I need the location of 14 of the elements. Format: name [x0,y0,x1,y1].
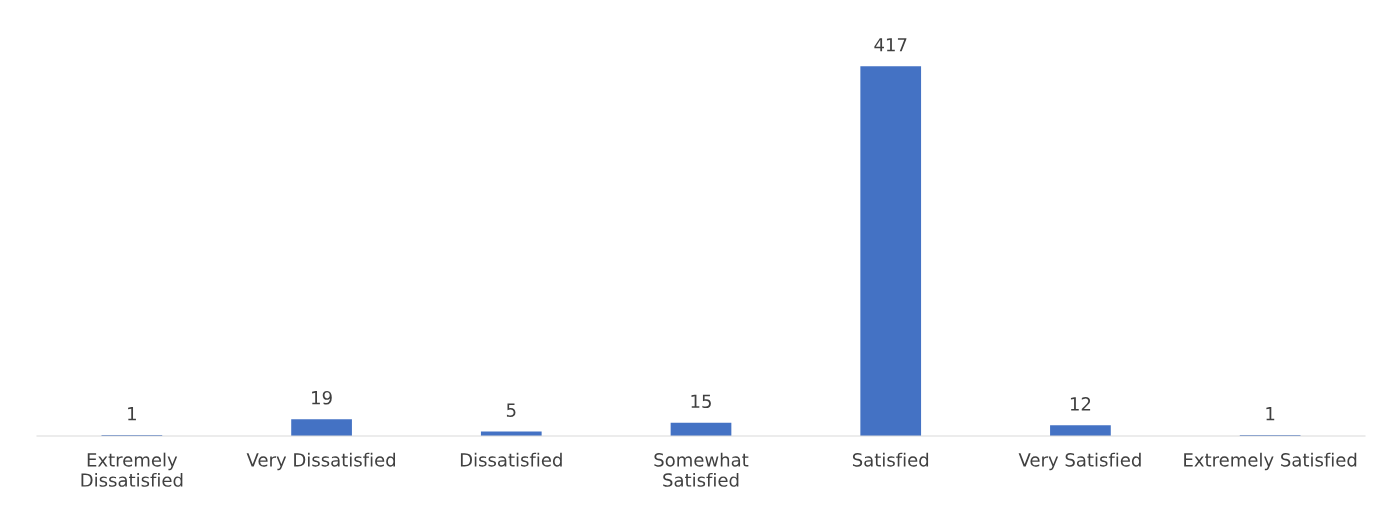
x-tick-label: Extremely Dissatisfied [81,452,183,487]
data-label: 12 [1070,397,1091,411]
data-label: 19 [312,390,332,405]
x-tick-label: Somewhat Satisfied [654,452,749,487]
x-tick-label: Very Dissatisfied [246,452,396,471]
x-tick-label: Dissatisfied [460,452,562,467]
x-tick-label: Extremely Satisfied [1184,452,1357,471]
data-label: 15 [691,394,711,409]
x-tick-label: Very Satisfied [1018,452,1141,471]
data-label: 1 [128,407,136,421]
data-label: 1 [1266,407,1275,421]
data-label: 5 [506,403,516,417]
data-label: 417 [874,38,907,52]
x-tick-label: Satisfied [852,452,929,467]
